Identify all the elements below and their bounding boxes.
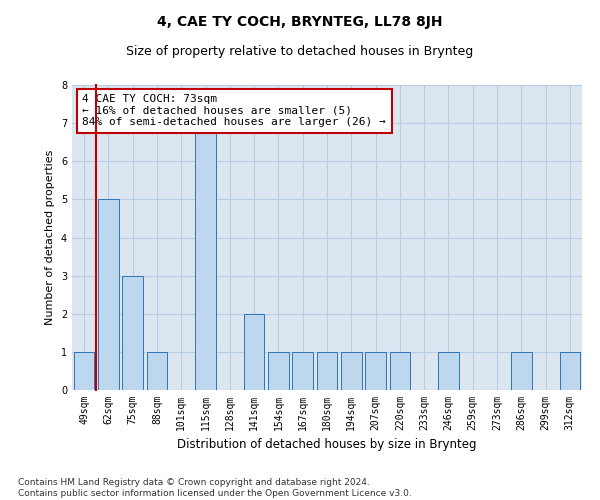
Bar — [438, 352, 459, 390]
Bar — [511, 352, 532, 390]
Bar — [389, 352, 410, 390]
Text: 4 CAE TY COCH: 73sqm
← 16% of detached houses are smaller (5)
84% of semi-detach: 4 CAE TY COCH: 73sqm ← 16% of detached h… — [82, 94, 386, 128]
X-axis label: Distribution of detached houses by size in Brynteg: Distribution of detached houses by size … — [177, 438, 477, 452]
Bar — [74, 352, 94, 390]
Bar — [98, 200, 119, 390]
Bar — [365, 352, 386, 390]
Bar — [560, 352, 580, 390]
Bar — [122, 276, 143, 390]
Bar — [244, 314, 265, 390]
Y-axis label: Number of detached properties: Number of detached properties — [46, 150, 55, 325]
Bar — [268, 352, 289, 390]
Bar — [146, 352, 167, 390]
Bar — [195, 123, 216, 390]
Bar — [292, 352, 313, 390]
Text: Contains HM Land Registry data © Crown copyright and database right 2024.
Contai: Contains HM Land Registry data © Crown c… — [18, 478, 412, 498]
Bar — [341, 352, 362, 390]
Text: 4, CAE TY COCH, BRYNTEG, LL78 8JH: 4, CAE TY COCH, BRYNTEG, LL78 8JH — [157, 15, 443, 29]
Text: Size of property relative to detached houses in Brynteg: Size of property relative to detached ho… — [127, 45, 473, 58]
Bar — [317, 352, 337, 390]
